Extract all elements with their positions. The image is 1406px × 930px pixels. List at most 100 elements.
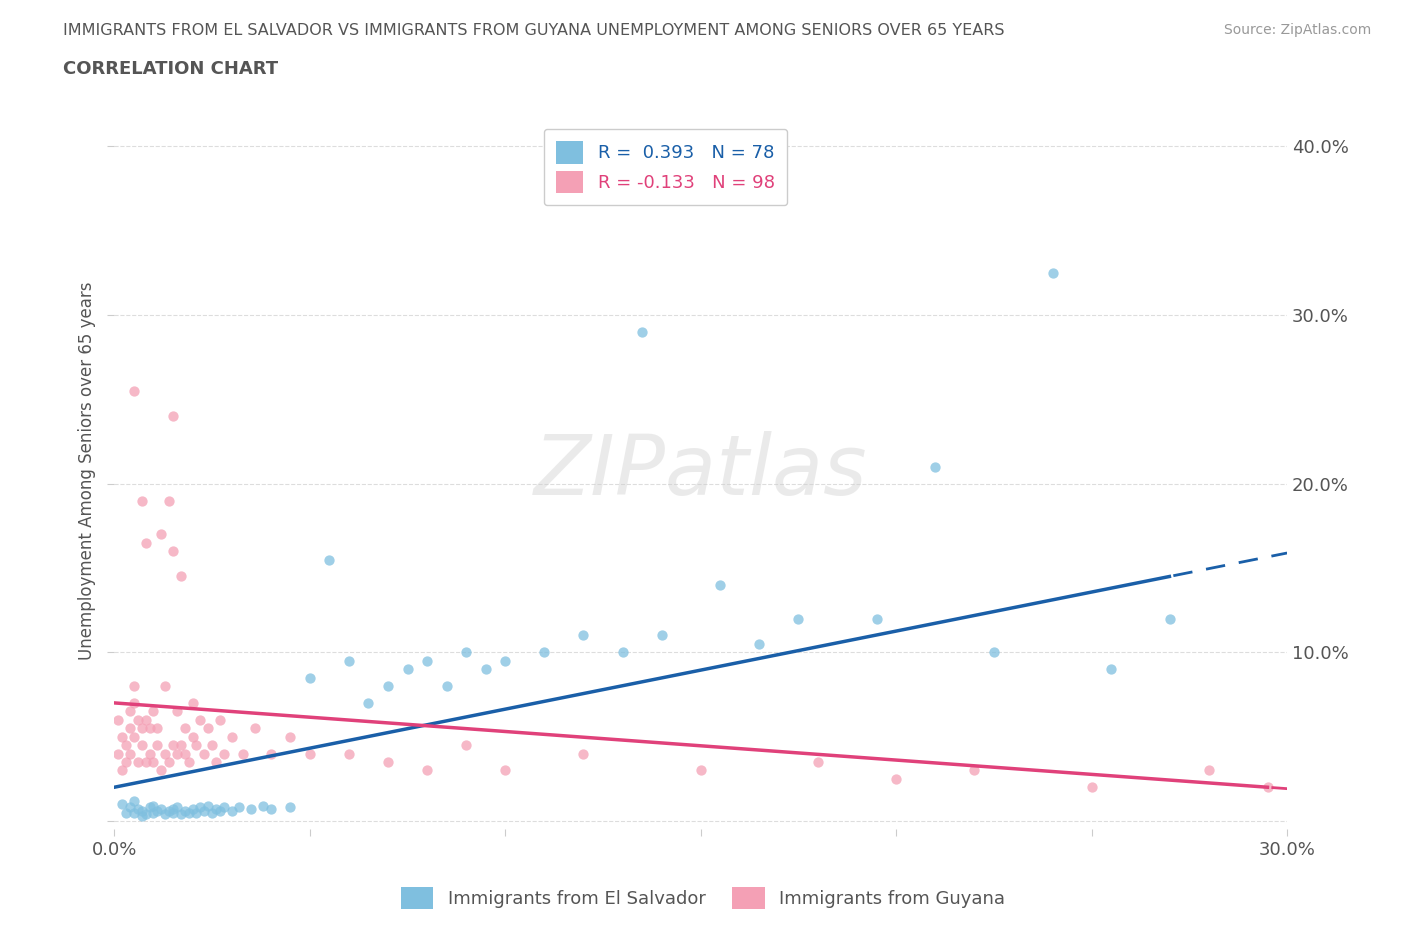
Point <box>131 721 153 736</box>
Point <box>186 805 208 820</box>
Point <box>138 800 160 815</box>
Point <box>135 536 157 551</box>
Point <box>162 409 184 424</box>
Point <box>131 808 153 823</box>
Point <box>162 802 184 817</box>
Point <box>135 754 157 769</box>
Point <box>436 679 458 694</box>
Point <box>612 644 634 659</box>
Point <box>337 746 360 761</box>
Point <box>208 804 231 818</box>
Point <box>193 746 215 761</box>
Point <box>494 763 516 777</box>
Point <box>186 737 208 752</box>
Point <box>115 737 138 752</box>
Point <box>197 798 219 813</box>
Point <box>142 704 165 719</box>
Point <box>157 804 180 818</box>
Point <box>153 807 176 822</box>
Point <box>170 807 193 822</box>
Point <box>197 721 219 736</box>
Point <box>337 653 360 668</box>
Point <box>118 704 141 719</box>
Point <box>298 746 321 761</box>
Text: CORRELATION CHART: CORRELATION CHART <box>63 60 278 78</box>
Point <box>474 662 496 677</box>
Point <box>377 754 399 769</box>
Point <box>298 671 321 685</box>
Point <box>1080 779 1102 794</box>
Text: IMMIGRANTS FROM EL SALVADOR VS IMMIGRANTS FROM GUYANA UNEMPLOYMENT AMONG SENIORS: IMMIGRANTS FROM EL SALVADOR VS IMMIGRANT… <box>63 23 1005 38</box>
Point <box>115 754 138 769</box>
Point <box>142 798 165 813</box>
Point <box>208 712 231 727</box>
Point <box>205 802 228 817</box>
Point <box>153 746 176 761</box>
Point <box>118 800 141 815</box>
Point <box>131 493 153 508</box>
Point <box>188 800 211 815</box>
Point <box>142 754 165 769</box>
Point <box>318 552 340 567</box>
Point <box>533 644 555 659</box>
Point <box>173 721 195 736</box>
Point <box>228 800 250 815</box>
Point <box>138 746 160 761</box>
Point <box>1198 763 1220 777</box>
Point <box>1099 662 1122 677</box>
Point <box>122 793 145 808</box>
Point <box>142 805 165 820</box>
Point <box>166 800 188 815</box>
Point <box>107 746 129 761</box>
Point <box>150 763 173 777</box>
Point <box>377 679 399 694</box>
Point <box>1257 779 1279 794</box>
Point <box>651 628 673 643</box>
Point <box>221 804 243 818</box>
Point <box>122 729 145 744</box>
Point <box>162 544 184 559</box>
Point <box>572 746 595 761</box>
Point <box>193 804 215 818</box>
Point <box>115 805 138 820</box>
Point <box>205 754 228 769</box>
Point <box>162 737 184 752</box>
Point <box>201 737 224 752</box>
Point <box>122 679 145 694</box>
Point <box>127 802 149 817</box>
Point <box>157 754 180 769</box>
Point <box>166 746 188 761</box>
Point <box>127 712 149 727</box>
Point <box>138 721 160 736</box>
Legend: Immigrants from El Salvador, Immigrants from Guyana: Immigrants from El Salvador, Immigrants … <box>394 880 1012 916</box>
Point <box>131 737 153 752</box>
Point <box>221 729 243 744</box>
Point <box>150 526 173 541</box>
Point <box>232 746 254 761</box>
Point <box>181 696 204 711</box>
Point <box>884 771 907 786</box>
Point <box>170 737 193 752</box>
Point <box>807 754 830 769</box>
Point <box>201 805 224 820</box>
Point <box>146 721 169 736</box>
Point <box>456 737 478 752</box>
Point <box>1042 265 1064 280</box>
Point <box>357 696 380 711</box>
Point <box>456 644 478 659</box>
Point <box>396 662 419 677</box>
Point <box>150 802 173 817</box>
Point <box>122 696 145 711</box>
Point <box>787 611 810 626</box>
Point <box>170 569 193 584</box>
Y-axis label: Unemployment Among Seniors over 65 years: Unemployment Among Seniors over 65 years <box>79 282 96 660</box>
Point <box>107 712 129 727</box>
Point <box>212 800 235 815</box>
Point <box>416 763 439 777</box>
Point <box>572 628 595 643</box>
Text: ZIPatlas: ZIPatlas <box>534 431 868 512</box>
Point <box>181 802 204 817</box>
Point <box>177 805 200 820</box>
Point <box>494 653 516 668</box>
Point <box>278 800 301 815</box>
